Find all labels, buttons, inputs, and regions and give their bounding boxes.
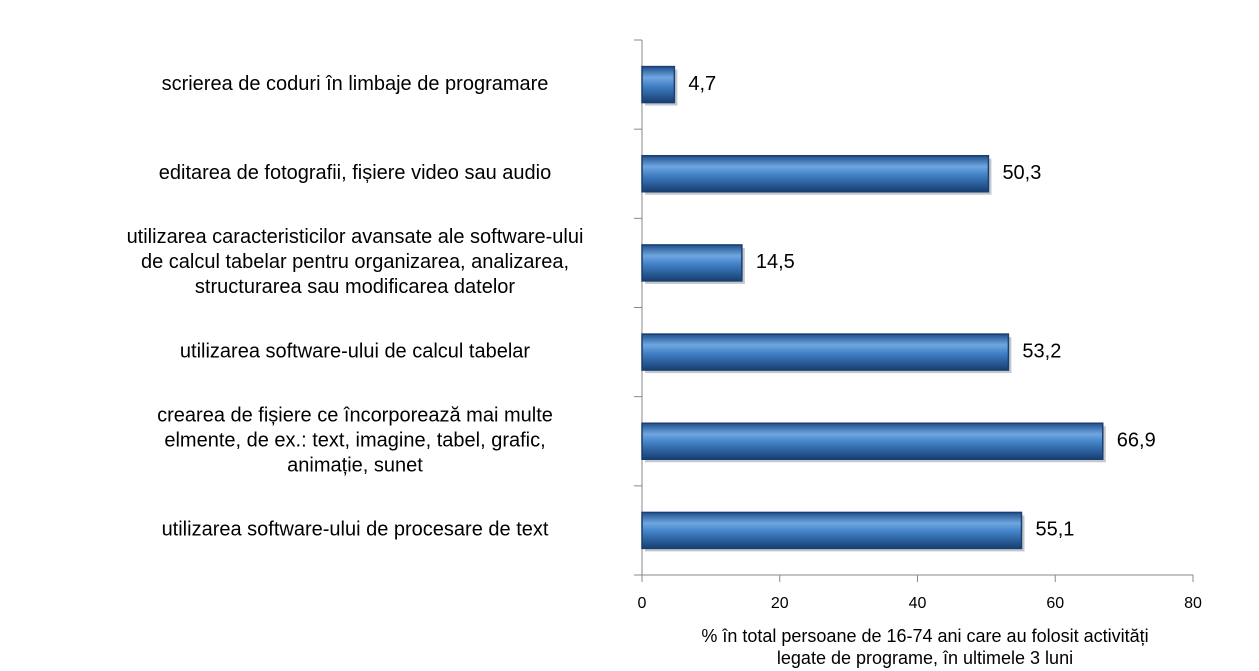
bar	[641, 422, 1104, 460]
x-tick-label: 60	[1046, 595, 1064, 612]
data-label: 55,1	[1036, 519, 1075, 541]
x-tick-label: 20	[771, 595, 789, 612]
data-label: 4,7	[688, 73, 716, 95]
y-tick-label: crearea de fișiere ce încorporează mai m…	[157, 405, 553, 477]
bar	[641, 65, 676, 104]
data-label: 14,5	[756, 251, 795, 273]
bar	[641, 511, 1023, 550]
x-tick-label: 40	[909, 595, 927, 612]
x-tick-label: 0	[638, 595, 647, 612]
bar	[641, 333, 1010, 371]
bar	[641, 244, 743, 282]
x-axis-title: % în total persoane de 16-74 ani care au…	[701, 626, 1148, 668]
y-tick-label: utilizarea caracteristicilor avansate al…	[127, 226, 584, 298]
y-tick-label: editarea de fotografii, fișiere video sa…	[159, 162, 551, 184]
bar	[641, 155, 990, 193]
y-tick-label: scrierea de coduri în limbaje de program…	[162, 73, 549, 95]
data-label: 66,9	[1117, 430, 1156, 452]
y-tick-label: utilizarea software-ului de procesare de…	[162, 519, 549, 541]
x-tick-label: 80	[1184, 595, 1202, 612]
data-label: 53,2	[1022, 340, 1061, 362]
data-label: 50,3	[1002, 162, 1041, 184]
y-tick-label: utilizarea software-ului de calcul tabel…	[180, 340, 531, 362]
